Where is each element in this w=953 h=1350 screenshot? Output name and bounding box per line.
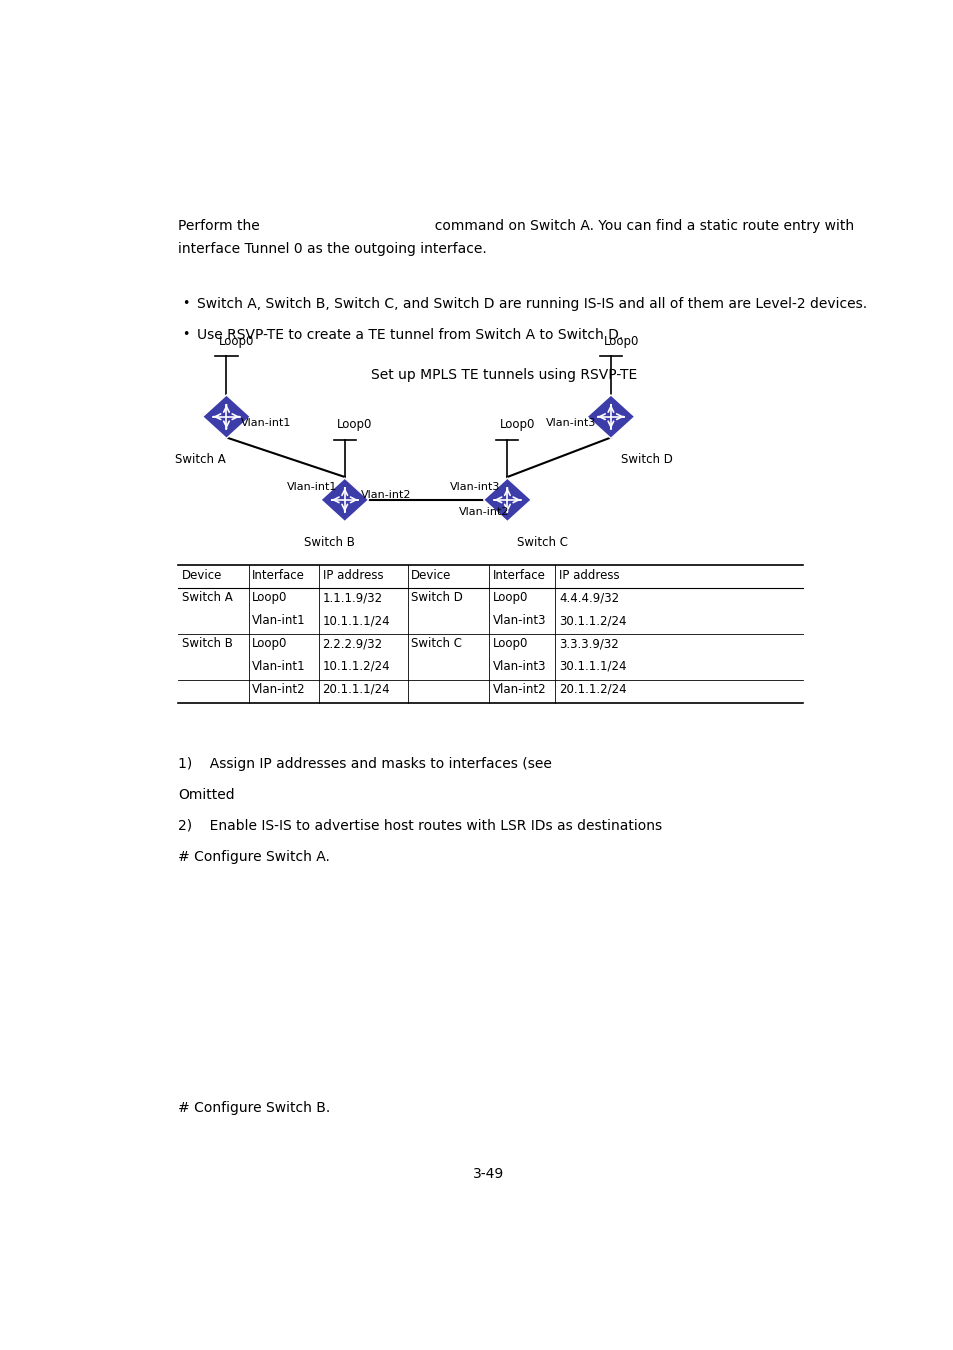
Text: Switch C: Switch C	[517, 536, 567, 549]
Polygon shape	[202, 396, 250, 439]
Text: Vlan-int1: Vlan-int1	[252, 660, 306, 672]
Text: # Configure Switch B.: # Configure Switch B.	[178, 1100, 331, 1115]
Text: Vlan-int3: Vlan-int3	[492, 614, 545, 628]
Text: Device: Device	[182, 570, 222, 582]
Text: Switch A: Switch A	[182, 591, 233, 605]
Polygon shape	[320, 478, 368, 521]
Text: Vlan-int2: Vlan-int2	[492, 683, 546, 695]
Text: Vlan-int3: Vlan-int3	[545, 418, 596, 428]
Text: Loop0: Loop0	[337, 418, 373, 431]
Text: 1.1.1.9/32: 1.1.1.9/32	[322, 591, 382, 605]
Text: Loop0: Loop0	[219, 335, 254, 348]
Text: Loop0: Loop0	[252, 637, 288, 651]
Text: Loop0: Loop0	[499, 418, 535, 431]
Text: Loop0: Loop0	[252, 591, 288, 605]
Text: 3-49: 3-49	[473, 1166, 504, 1181]
Text: Switch A, Switch B, Switch C, and Switch D are running IS-IS and all of them are: Switch A, Switch B, Switch C, and Switch…	[196, 297, 866, 310]
Text: Vlan-int1: Vlan-int1	[241, 418, 292, 428]
Text: Set up MPLS TE tunnels using RSVP-TE: Set up MPLS TE tunnels using RSVP-TE	[370, 367, 637, 382]
Text: •: •	[182, 328, 190, 342]
Text: Vlan-int1: Vlan-int1	[287, 482, 337, 493]
Text: 30.1.1.1/24: 30.1.1.1/24	[558, 660, 626, 672]
Text: Vlan-int2: Vlan-int2	[360, 490, 411, 500]
Text: 30.1.1.2/24: 30.1.1.2/24	[558, 614, 626, 628]
Text: Device: Device	[411, 570, 451, 582]
Text: Interface: Interface	[492, 570, 545, 582]
Text: Vlan-int3: Vlan-int3	[449, 482, 499, 493]
Text: 10.1.1.1/24: 10.1.1.1/24	[322, 614, 390, 628]
Text: Vlan-int3: Vlan-int3	[492, 660, 545, 672]
Text: interface Tunnel 0 as the outgoing interface.: interface Tunnel 0 as the outgoing inter…	[178, 242, 487, 256]
Text: Switch D: Switch D	[411, 591, 463, 605]
Text: Switch B: Switch B	[304, 536, 355, 549]
Polygon shape	[483, 478, 531, 521]
Text: Loop0: Loop0	[492, 637, 527, 651]
Text: 2.2.2.9/32: 2.2.2.9/32	[322, 637, 382, 651]
Text: Switch C: Switch C	[411, 637, 462, 651]
Text: Omitted: Omitted	[178, 788, 234, 802]
Text: Switch A: Switch A	[174, 454, 225, 466]
Text: Vlan-int2: Vlan-int2	[459, 508, 509, 517]
Text: Perform the                                        command on Switch A. You can : Perform the command on Switch A. You can	[178, 219, 854, 234]
Text: •: •	[182, 297, 190, 310]
Text: Vlan-int1: Vlan-int1	[252, 614, 306, 628]
Text: 1)    Assign IP addresses and masks to interfaces (see: 1) Assign IP addresses and masks to inte…	[178, 756, 556, 771]
Polygon shape	[586, 396, 634, 439]
Text: 4.4.4.9/32: 4.4.4.9/32	[558, 591, 618, 605]
Text: Switch B: Switch B	[182, 637, 233, 651]
Text: IP address: IP address	[558, 570, 619, 582]
Text: 20.1.1.2/24: 20.1.1.2/24	[558, 683, 626, 695]
Text: # Configure Switch A.: # Configure Switch A.	[178, 850, 330, 864]
Text: Loop0: Loop0	[603, 335, 639, 348]
Text: IP address: IP address	[322, 570, 383, 582]
Text: Vlan-int2: Vlan-int2	[252, 683, 306, 695]
Text: 10.1.1.2/24: 10.1.1.2/24	[322, 660, 390, 672]
Text: Loop0: Loop0	[492, 591, 527, 605]
Text: 3.3.3.9/32: 3.3.3.9/32	[558, 637, 618, 651]
Text: 20.1.1.1/24: 20.1.1.1/24	[322, 683, 390, 695]
Text: 2)    Enable IS-IS to advertise host routes with LSR IDs as destinations: 2) Enable IS-IS to advertise host routes…	[178, 819, 661, 833]
Text: Interface: Interface	[252, 570, 305, 582]
Text: Use RSVP-TE to create a TE tunnel from Switch A to Switch D.: Use RSVP-TE to create a TE tunnel from S…	[196, 328, 622, 343]
Text: Switch D: Switch D	[619, 454, 672, 466]
